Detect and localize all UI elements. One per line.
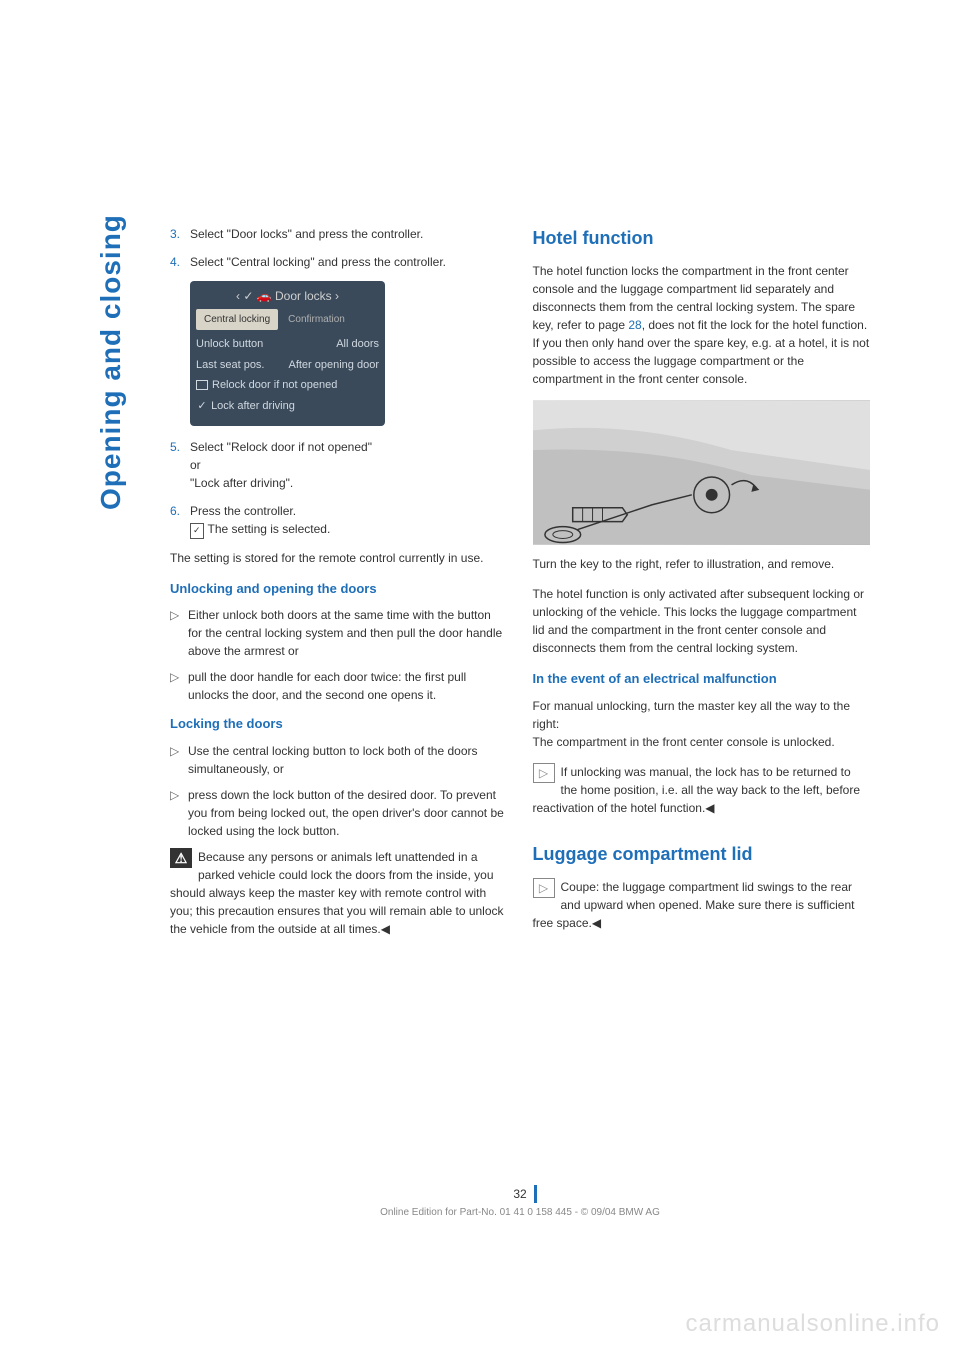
page-footer: 32 Online Edition for Part-No. 01 41 0 1… bbox=[170, 1187, 870, 1218]
tab-confirmation: Confirmation bbox=[280, 309, 353, 330]
hotel-function-heading: Hotel function bbox=[533, 225, 871, 252]
screenshot-row: Unlock button All doors bbox=[196, 334, 379, 355]
row-label: Lock after driving bbox=[211, 400, 295, 412]
right-column: Hotel function The hotel function locks … bbox=[533, 225, 871, 946]
page-number: 32 bbox=[170, 1187, 870, 1201]
idrive-screenshot: ‹ ✓ 🚗 Door locks › Central locking Confi… bbox=[190, 281, 385, 426]
bullet-text: press down the lock button of the desire… bbox=[188, 786, 508, 840]
step-text-line: or bbox=[190, 458, 201, 472]
section-title-vertical: Opening and closing bbox=[95, 214, 127, 510]
note-block: ▷ Coupe: the luggage compartment lid swi… bbox=[533, 878, 871, 932]
step-6: 6. Press the controller. ✓ The setting is… bbox=[170, 502, 508, 539]
end-marker-icon: ◀ bbox=[705, 799, 714, 817]
row-label: Unlock button bbox=[196, 336, 263, 353]
hotel-paragraph-3: The hotel function is only activated aft… bbox=[533, 585, 871, 657]
step-text: Select "Door locks" and press the contro… bbox=[190, 225, 508, 243]
page-reference: 28 bbox=[628, 318, 641, 332]
row-label: Last seat pos. bbox=[196, 357, 265, 374]
watermark: carmanualsonline.info bbox=[686, 1310, 940, 1338]
step-number: 6. bbox=[170, 502, 190, 539]
checkbox-checked-icon: ✓ bbox=[196, 398, 208, 415]
warning-icon: ⚠ bbox=[170, 848, 192, 868]
setting-check-icon: ✓ bbox=[190, 523, 204, 539]
list-item: ▷ Either unlock both doors at the same t… bbox=[170, 606, 508, 660]
end-marker-icon: ◀ bbox=[381, 920, 390, 938]
row-value: All doors bbox=[336, 336, 379, 353]
screenshot-tabs: Central locking Confirmation bbox=[196, 309, 379, 330]
step-number: 5. bbox=[170, 438, 190, 492]
bullet-text: Use the central locking button to lock b… bbox=[188, 742, 508, 778]
hotel-paragraph-1: The hotel function locks the compartment… bbox=[533, 262, 871, 388]
row-value: After opening door bbox=[288, 357, 379, 374]
car-icon: 🚗 bbox=[257, 289, 275, 303]
row-label: Relock door if not opened bbox=[212, 379, 337, 391]
screenshot-row: Last seat pos. After opening door bbox=[196, 355, 379, 376]
step-text-line: "Lock after driving". bbox=[190, 476, 293, 490]
bullet-text: pull the door handle for each door twice… bbox=[188, 668, 508, 704]
step-5: 5. Select "Relock door if not opened" or… bbox=[170, 438, 508, 492]
checkbox-empty-icon bbox=[196, 380, 208, 390]
screenshot-title: ‹ ✓ 🚗 Door locks › bbox=[196, 287, 379, 305]
note-text: If unlocking was manual, the lock has to… bbox=[533, 765, 861, 815]
screenshot-row: Relock door if not opened bbox=[196, 375, 379, 396]
step-4: 4. Select "Central locking" and press th… bbox=[170, 253, 508, 271]
step-3: 3. Select "Door locks" and press the con… bbox=[170, 225, 508, 243]
page-content: 3. Select "Door locks" and press the con… bbox=[170, 225, 870, 946]
warning-text: Because any persons or animals left unat… bbox=[170, 850, 504, 936]
bullet-icon: ▷ bbox=[170, 742, 188, 778]
bullet-icon: ▷ bbox=[170, 668, 188, 704]
chevron-right-icon: › bbox=[335, 289, 339, 303]
step-text-line: Select "Relock door if not opened" bbox=[190, 440, 372, 454]
bullet-icon: ▷ bbox=[170, 606, 188, 660]
malfunction-text-1: For manual unlocking, turn the master ke… bbox=[533, 697, 871, 733]
locking-heading: Locking the doors bbox=[170, 714, 508, 734]
left-column: 3. Select "Door locks" and press the con… bbox=[170, 225, 508, 946]
end-marker-icon: ◀ bbox=[592, 914, 601, 932]
hotel-key-illustration bbox=[533, 400, 871, 545]
unlocking-heading: Unlocking and opening the doors bbox=[170, 579, 508, 599]
check-icon: ✓ bbox=[243, 289, 253, 303]
edition-text: Online Edition for Part-No. 01 41 0 158 … bbox=[170, 1207, 870, 1218]
warning-block: ⚠ Because any persons or animals left un… bbox=[170, 848, 508, 938]
step-text: Press the controller. ✓ The setting is se… bbox=[190, 502, 508, 539]
malfunction-heading: In the event of an electrical malfunctio… bbox=[533, 669, 871, 689]
step-text-line: Press the controller. bbox=[190, 504, 296, 518]
list-item: ▷ pull the door handle for each door twi… bbox=[170, 668, 508, 704]
note-icon: ▷ bbox=[533, 763, 555, 783]
stored-text: The setting is stored for the remote con… bbox=[170, 549, 508, 567]
step-number: 4. bbox=[170, 253, 190, 271]
tab-central-locking: Central locking bbox=[196, 309, 278, 330]
hotel-paragraph-2: Turn the key to the right, refer to illu… bbox=[533, 555, 871, 573]
note-icon: ▷ bbox=[533, 878, 555, 898]
luggage-heading: Luggage compartment lid bbox=[533, 841, 871, 868]
malfunction-text-2: The compartment in the front center cons… bbox=[533, 733, 871, 751]
note-block: ▷ If unlocking was manual, the lock has … bbox=[533, 763, 871, 817]
bullet-icon: ▷ bbox=[170, 786, 188, 840]
step-text: Select "Relock door if not opened" or "L… bbox=[190, 438, 508, 492]
step-text: Select "Central locking" and press the c… bbox=[190, 253, 508, 271]
screenshot-header-text: Door locks bbox=[275, 289, 332, 303]
list-item: ▷ Use the central locking button to lock… bbox=[170, 742, 508, 778]
step-number: 3. bbox=[170, 225, 190, 243]
note-text: Coupe: the luggage compartment lid swing… bbox=[533, 880, 855, 930]
step-sub-text: The setting is selected. bbox=[208, 522, 331, 536]
screenshot-row: ✓ Lock after driving bbox=[196, 396, 379, 417]
bullet-text: Either unlock both doors at the same tim… bbox=[188, 606, 508, 660]
list-item: ▷ press down the lock button of the desi… bbox=[170, 786, 508, 840]
